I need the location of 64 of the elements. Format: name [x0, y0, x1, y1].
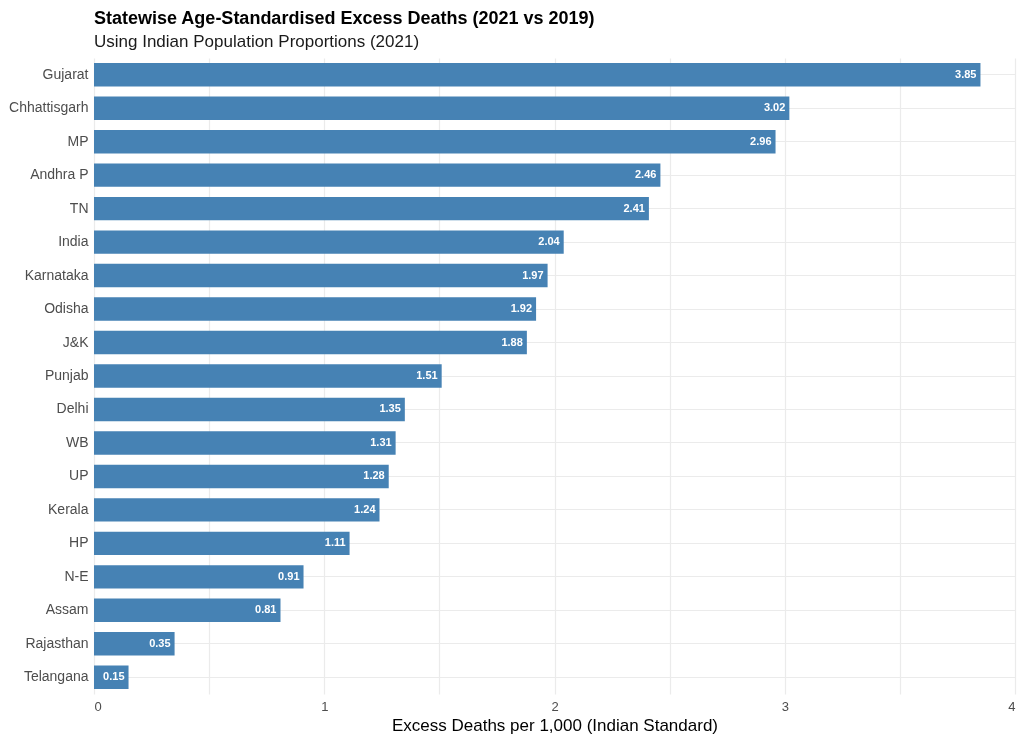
y-tick-label: Punjab [44, 367, 89, 383]
data-label: 1.31 [370, 435, 392, 448]
y-tick-label: N-E [64, 567, 89, 584]
y-tick-label: UP [69, 467, 89, 484]
bar [94, 531, 350, 556]
y-tick-label: Andhra P [30, 166, 89, 183]
x-tick-label: 0 [94, 698, 102, 714]
data-label: 1.92 [510, 302, 533, 315]
y-tick-label: Odisha [44, 300, 89, 317]
y-tick-label: Karnataka [24, 266, 89, 283]
bar [94, 297, 537, 321]
data-label: 0.81 [255, 603, 277, 616]
bar [94, 230, 564, 254]
bar [94, 129, 776, 154]
bar [94, 330, 527, 355]
chart-title: Statewise Age-Standardised Excess Deaths (2021 vs 2019) [94, 8, 595, 28]
bar [94, 96, 790, 120]
y-tick-label: Delhi [56, 400, 89, 417]
y-tick-label: J&K [62, 333, 90, 350]
x-tick-label: 3 [781, 698, 789, 714]
bar [94, 196, 649, 221]
bar [94, 464, 389, 489]
x-tick-label: 4 [1008, 698, 1016, 714]
data-label: 1.88 [501, 335, 523, 348]
x-tick-label: 1 [321, 698, 329, 714]
y-tick-label: TN [69, 199, 89, 216]
y-tick-label: MP [67, 132, 89, 149]
bar [94, 397, 405, 422]
x-tick-label: 2 [551, 698, 559, 714]
data-label: 1.51 [416, 369, 438, 381]
data-label: 2.46 [634, 168, 657, 181]
bar [94, 632, 175, 656]
data-label: 0.91 [278, 569, 300, 582]
bar [94, 565, 304, 589]
chart-subtitle: Using Indian Population Proportions (2021) [94, 32, 420, 51]
bar [94, 263, 548, 288]
bar [94, 498, 380, 522]
x-axis-title: Excess Deaths per 1,000 (Indian Standard) [391, 715, 719, 735]
y-tick-label: Assam [45, 601, 89, 618]
y-tick-label: Kerala [48, 500, 89, 517]
y-tick-label: HP [69, 534, 89, 551]
data-label: 3.02 [763, 101, 786, 114]
y-tick-label: Chhattisgarh [9, 99, 89, 116]
data-label: 2.96 [750, 134, 772, 147]
y-tick-label: WB [65, 433, 89, 450]
data-label: 0.35 [149, 636, 171, 649]
data-label: 1.97 [522, 268, 544, 281]
y-tick-label: Gujarat [42, 65, 89, 82]
data-label: 1.35 [379, 402, 401, 415]
bar [94, 63, 981, 87]
y-tick-label: India [58, 233, 89, 250]
data-label: 0.15 [103, 670, 125, 683]
bar [94, 163, 661, 187]
data-label: 2.41 [623, 201, 645, 214]
data-label: 1.11 [324, 536, 346, 549]
data-label: 1.24 [354, 502, 377, 515]
bar [94, 364, 442, 388]
data-label: 2.04 [538, 235, 561, 248]
bar [94, 431, 396, 455]
data-label: 1.28 [363, 469, 385, 482]
y-tick-label: Rajasthan [25, 634, 89, 651]
data-label: 3.85 [955, 67, 977, 80]
bar [94, 598, 281, 623]
y-tick-label: Telangana [23, 668, 89, 685]
